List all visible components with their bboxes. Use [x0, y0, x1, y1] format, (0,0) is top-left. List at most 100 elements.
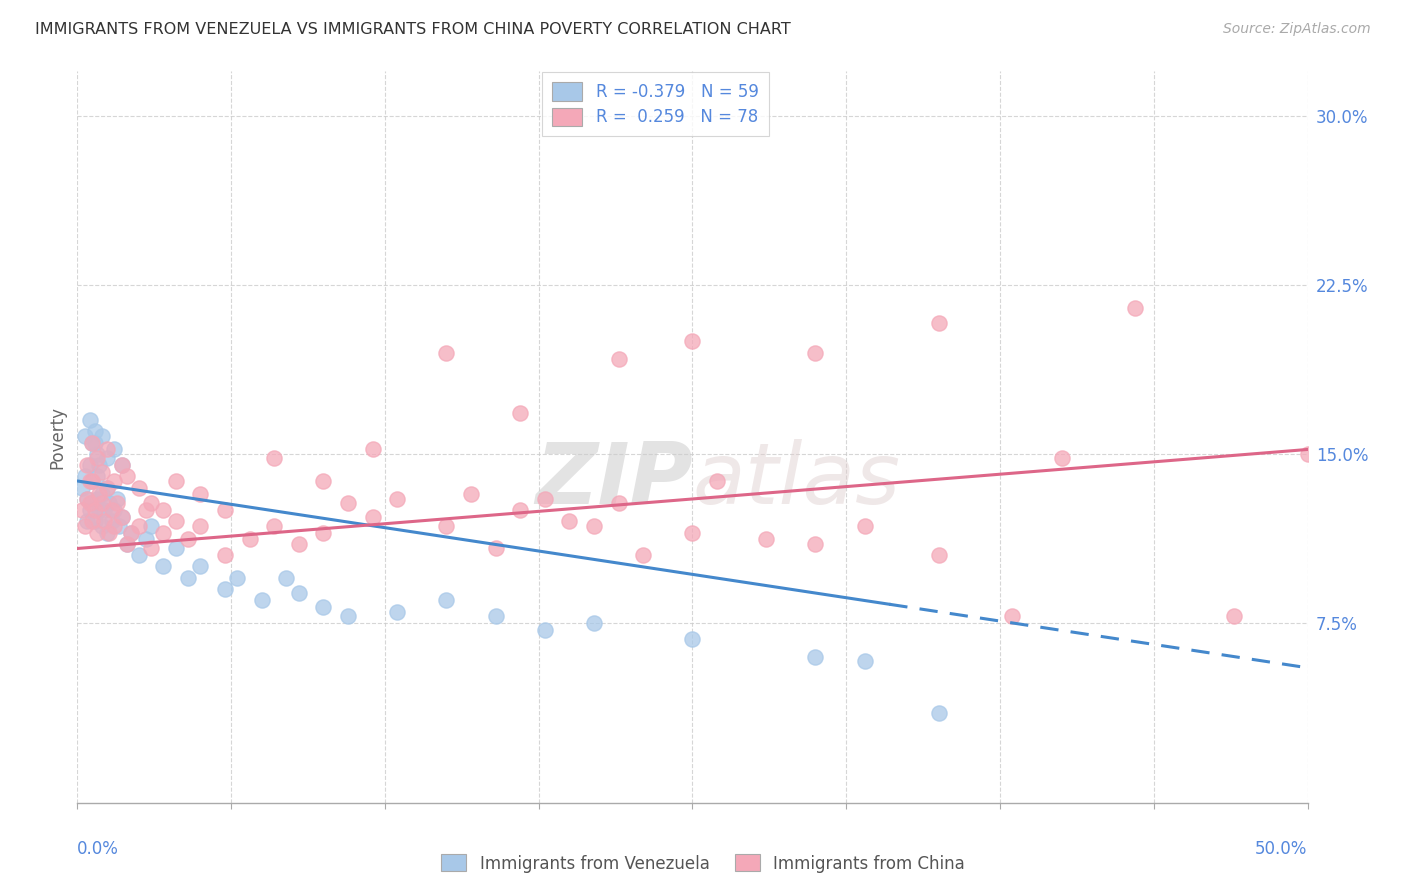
Point — [82, 435, 104, 450]
Point — [436, 593, 458, 607]
Point — [76, 491, 98, 506]
Point — [82, 435, 104, 450]
Point — [853, 654, 876, 668]
Point — [312, 474, 335, 488]
Point — [188, 559, 212, 574]
Point — [93, 503, 115, 517]
Point — [361, 442, 384, 457]
Text: 0.0%: 0.0% — [77, 840, 120, 858]
Point — [90, 429, 114, 443]
Point — [485, 541, 508, 556]
Point — [83, 515, 105, 529]
Point — [90, 487, 114, 501]
Point — [82, 515, 104, 529]
Point — [337, 496, 360, 510]
Point — [607, 352, 630, 367]
Point — [96, 442, 118, 457]
Point — [108, 519, 131, 533]
Point — [103, 519, 125, 533]
Point — [105, 491, 128, 506]
Text: atlas: atlas — [693, 440, 900, 523]
Point — [82, 474, 104, 488]
Point — [86, 491, 108, 506]
Point — [115, 469, 138, 483]
Point — [70, 503, 93, 517]
Point — [115, 537, 138, 551]
Point — [82, 474, 104, 488]
Text: IMMIGRANTS FROM VENEZUELA VS IMMIGRANTS FROM CHINA POVERTY CORRELATION CHART: IMMIGRANTS FROM VENEZUELA VS IMMIGRANTS … — [35, 22, 792, 37]
Point — [1223, 609, 1246, 624]
Point — [73, 469, 96, 483]
Point — [135, 503, 157, 517]
Point — [76, 458, 98, 473]
Point — [89, 503, 111, 517]
Point — [177, 533, 200, 547]
Point — [152, 503, 174, 517]
Point — [121, 525, 143, 540]
Point — [853, 519, 876, 533]
Point — [105, 496, 128, 510]
Point — [86, 525, 108, 540]
Point — [70, 481, 93, 495]
Point — [152, 559, 174, 574]
Point — [288, 586, 311, 600]
Point — [86, 469, 108, 483]
Point — [141, 519, 163, 533]
Point — [633, 548, 655, 562]
Point — [128, 481, 150, 495]
Text: Source: ZipAtlas.com: Source: ZipAtlas.com — [1223, 22, 1371, 37]
Point — [83, 435, 105, 450]
Point — [534, 491, 557, 506]
Point — [86, 451, 108, 466]
Point — [96, 525, 118, 540]
Point — [436, 345, 458, 359]
Point — [312, 525, 335, 540]
Point — [928, 548, 950, 562]
Legend: Immigrants from Venezuela, Immigrants from China: Immigrants from Venezuela, Immigrants fr… — [434, 847, 972, 880]
Point — [1050, 451, 1073, 466]
Point — [385, 605, 409, 619]
Point — [804, 345, 827, 359]
Point — [79, 413, 101, 427]
Point — [1296, 447, 1319, 461]
Point — [79, 458, 101, 473]
Point — [128, 548, 150, 562]
Point — [103, 442, 125, 457]
Point — [177, 571, 200, 585]
Point — [263, 451, 285, 466]
Point — [214, 582, 236, 596]
Y-axis label: Poverty: Poverty — [48, 406, 66, 468]
Point — [288, 537, 311, 551]
Point — [804, 649, 827, 664]
Point — [82, 496, 104, 510]
Point — [90, 496, 114, 510]
Point — [263, 519, 285, 533]
Point — [226, 571, 249, 585]
Point — [90, 465, 114, 479]
Point — [1125, 301, 1147, 315]
Point — [103, 503, 125, 517]
Point — [755, 533, 778, 547]
Point — [98, 496, 121, 510]
Point — [436, 519, 458, 533]
Point — [682, 334, 704, 349]
Point — [239, 533, 262, 547]
Point — [103, 474, 125, 488]
Point — [101, 515, 124, 529]
Point — [141, 496, 163, 510]
Point — [86, 447, 108, 461]
Point — [93, 515, 115, 529]
Point — [361, 510, 384, 524]
Point — [188, 519, 212, 533]
Text: 50.0%: 50.0% — [1256, 840, 1308, 858]
Point — [607, 496, 630, 510]
Point — [534, 623, 557, 637]
Point — [485, 609, 508, 624]
Point — [89, 458, 111, 473]
Point — [111, 510, 132, 524]
Point — [111, 510, 132, 524]
Point — [583, 615, 606, 630]
Point — [682, 632, 704, 646]
Point — [928, 317, 950, 331]
Text: ZIP: ZIP — [534, 440, 693, 523]
